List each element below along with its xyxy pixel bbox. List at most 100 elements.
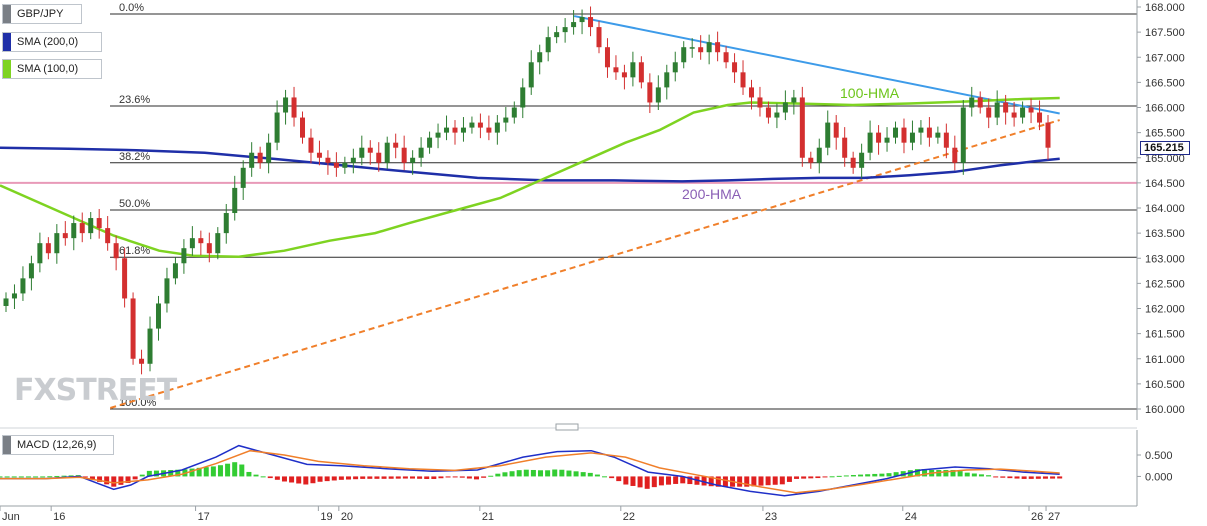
candle-106	[901, 118, 907, 154]
candle-120	[1020, 101, 1026, 124]
macd-hist-bar-54	[381, 476, 387, 479]
macd-hist-bar-1	[4, 476, 10, 478]
sma200-swatch	[3, 33, 11, 51]
signal-line	[0, 449, 1060, 494]
macd-hist-bar-130	[922, 469, 928, 477]
panel-resize-handle[interactable]	[555, 423, 579, 431]
macd-hist-bar-10	[68, 475, 74, 477]
time-tick-label-4: 20	[341, 511, 353, 523]
candle-12	[105, 216, 111, 251]
price-tick-label-1: 167.500	[1145, 27, 1185, 39]
candle-body-40	[342, 162, 348, 168]
macd-panel	[0, 462, 1063, 489]
candle-body-101	[859, 152, 865, 168]
macd-hist-bar-62	[438, 476, 444, 479]
candle-body-95	[808, 157, 814, 163]
macd-hist-bar-90	[637, 476, 643, 488]
macd-tick-label-1: 0.000	[1145, 471, 1173, 483]
candle-body-42	[359, 147, 365, 158]
time-tick-label-0: Jun	[2, 511, 20, 523]
candle-98	[833, 115, 839, 150]
macd-hist-bar-56	[395, 476, 401, 479]
hma200-label: 200-HMA	[682, 186, 742, 202]
candle-30	[257, 146, 263, 169]
candle-body-73	[621, 72, 627, 78]
candle-4	[37, 232, 43, 273]
candle-body-47	[401, 147, 407, 163]
candle-body-82	[698, 47, 704, 53]
candle-7	[62, 221, 68, 246]
candle-body-114	[969, 97, 975, 108]
sma100-legend[interactable]: SMA (100,0)	[2, 59, 102, 79]
candle-body-68	[579, 17, 585, 23]
candle-83	[706, 34, 712, 65]
candle-body-21	[181, 248, 187, 264]
candle-body-34	[291, 97, 297, 118]
hma200-line	[0, 146, 1060, 183]
macd-hist-bar-81	[573, 471, 579, 477]
candle-body-39	[333, 162, 339, 168]
candle-65	[554, 26, 560, 44]
macd-hist-bar-140	[993, 476, 999, 478]
candle-8	[71, 215, 77, 251]
candle-body-27	[232, 187, 238, 214]
macd-hist-bar-49	[345, 476, 351, 480]
macd-hist-bar-112	[794, 476, 800, 479]
candle-body-56	[477, 122, 483, 128]
macd-hist-bar-60	[424, 476, 430, 480]
macd-hist-bar-43	[303, 476, 309, 485]
candle-35	[300, 111, 306, 144]
candle-body-54	[460, 127, 466, 133]
candle-122	[1037, 100, 1043, 131]
candle-body-88	[748, 87, 754, 98]
candle-70	[596, 21, 602, 54]
macd-hist-bar-147	[1042, 476, 1048, 479]
candle-104	[884, 127, 890, 152]
candle-body-77	[655, 87, 661, 103]
candle-84	[715, 31, 721, 62]
candle-61	[520, 78, 526, 119]
macd-hist-bar-51	[360, 476, 366, 479]
candle-body-16	[139, 358, 145, 364]
macd-hist-bar-53	[374, 476, 380, 479]
sma200-legend[interactable]: SMA (200,0)	[2, 32, 102, 52]
macd-hist-bar-129	[914, 469, 920, 477]
candle-body-122	[1037, 112, 1043, 123]
macd-hist-bar-41	[289, 476, 295, 483]
macd-hist-bar-149	[1057, 476, 1063, 479]
macd-hist-bar-22	[153, 470, 159, 477]
candle-75	[638, 56, 644, 89]
macd-hist-bar-67	[474, 476, 480, 480]
price-tick-label-16: 160.000	[1145, 404, 1185, 416]
candle-body-117	[994, 102, 1000, 118]
macd-hist-bar-35	[246, 471, 252, 477]
macd-hist-bar-6	[40, 476, 46, 478]
macd-hist-bar-45	[317, 476, 323, 482]
candle-body-1	[11, 293, 17, 299]
candle-22	[189, 226, 195, 256]
candle-body-4	[37, 243, 43, 264]
macd-hist-bar-138	[978, 474, 984, 477]
macd-hist-bar-8	[54, 475, 60, 477]
candle-body-3	[28, 263, 34, 279]
candle-body-105	[893, 127, 899, 138]
sma200-label: SMA (200,0)	[17, 36, 79, 48]
candle-5	[45, 237, 51, 260]
candle-46	[393, 133, 399, 159]
macd-hist-bar-44	[310, 476, 316, 484]
macd-hist-bar-100	[708, 476, 714, 487]
macd-hist-bar-136	[964, 472, 970, 477]
candle-38	[325, 150, 331, 175]
candle-body-36	[308, 137, 314, 153]
candle-45	[384, 136, 390, 169]
macd-legend[interactable]: MACD (12,26,9)	[2, 435, 114, 455]
candle-92	[782, 90, 788, 121]
macd-hist-bar-137	[971, 473, 977, 477]
candle-26	[223, 203, 229, 244]
symbol-legend[interactable]: GBP/JPY	[2, 4, 82, 24]
candle-76	[647, 73, 653, 114]
time-tick-label-8: 24	[905, 511, 917, 523]
candle-body-115	[977, 97, 983, 108]
macd-hist-bar-37	[260, 476, 266, 478]
macd-hist-bar-104	[737, 476, 743, 487]
